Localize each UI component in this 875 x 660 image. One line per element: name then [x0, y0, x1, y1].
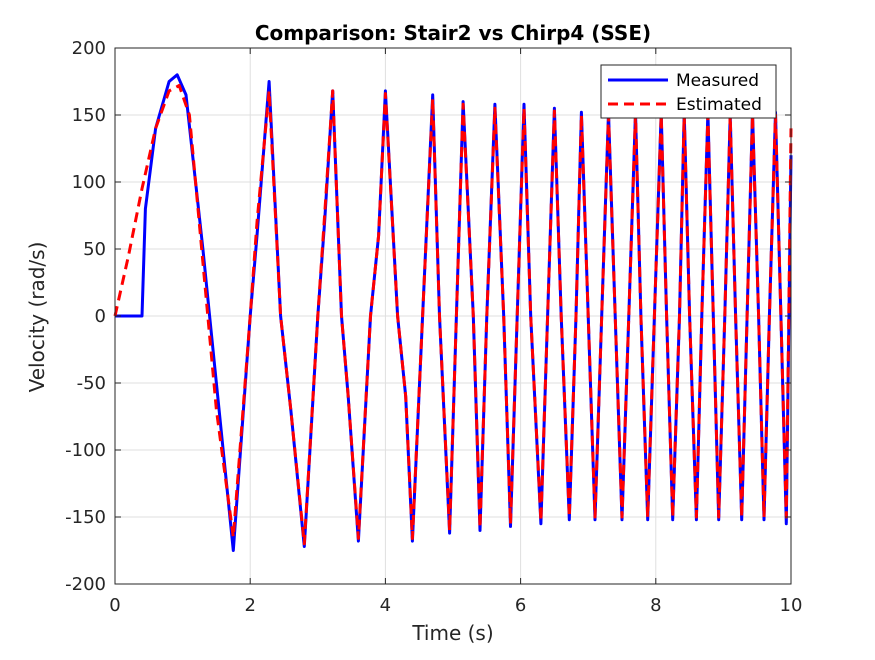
- y-tick-label: -150: [65, 507, 106, 528]
- x-tick-label: 0: [109, 595, 120, 616]
- x-tick-label: 10: [780, 595, 803, 616]
- y-tick-label: 50: [83, 239, 106, 260]
- chart-title: Comparison: Stair2 vs Chirp4 (SSE): [255, 21, 651, 45]
- x-axis-ticks: 0 2 4 6 8 10: [109, 48, 802, 616]
- x-tick-label: 4: [380, 595, 391, 616]
- x-tick-label: 6: [515, 595, 526, 616]
- y-tick-label: 150: [72, 105, 106, 126]
- series-layer: [113, 73, 793, 552]
- legend-box: [600, 64, 777, 119]
- x-tick-label: 8: [650, 595, 661, 616]
- x-axis-label: Time (s): [411, 621, 493, 645]
- y-tick-label: -100: [65, 440, 106, 461]
- y-tick-label: 100: [72, 172, 106, 193]
- y-tick-label: 200: [72, 38, 106, 59]
- legend: Measured Estimated: [600, 64, 777, 119]
- x-tick-label: 2: [244, 595, 255, 616]
- y-tick-label: -50: [77, 373, 106, 394]
- legend-label-estimated: Estimated: [676, 95, 762, 115]
- y-tick-label: -200: [65, 574, 106, 595]
- y-axis-ticks: -200 -150 -100 -50 0 50 100 150 200: [65, 38, 791, 595]
- y-tick-label: 0: [95, 306, 106, 327]
- y-axis-label: Velocity (rad/s): [25, 242, 49, 393]
- legend-label-measured: Measured: [676, 71, 759, 91]
